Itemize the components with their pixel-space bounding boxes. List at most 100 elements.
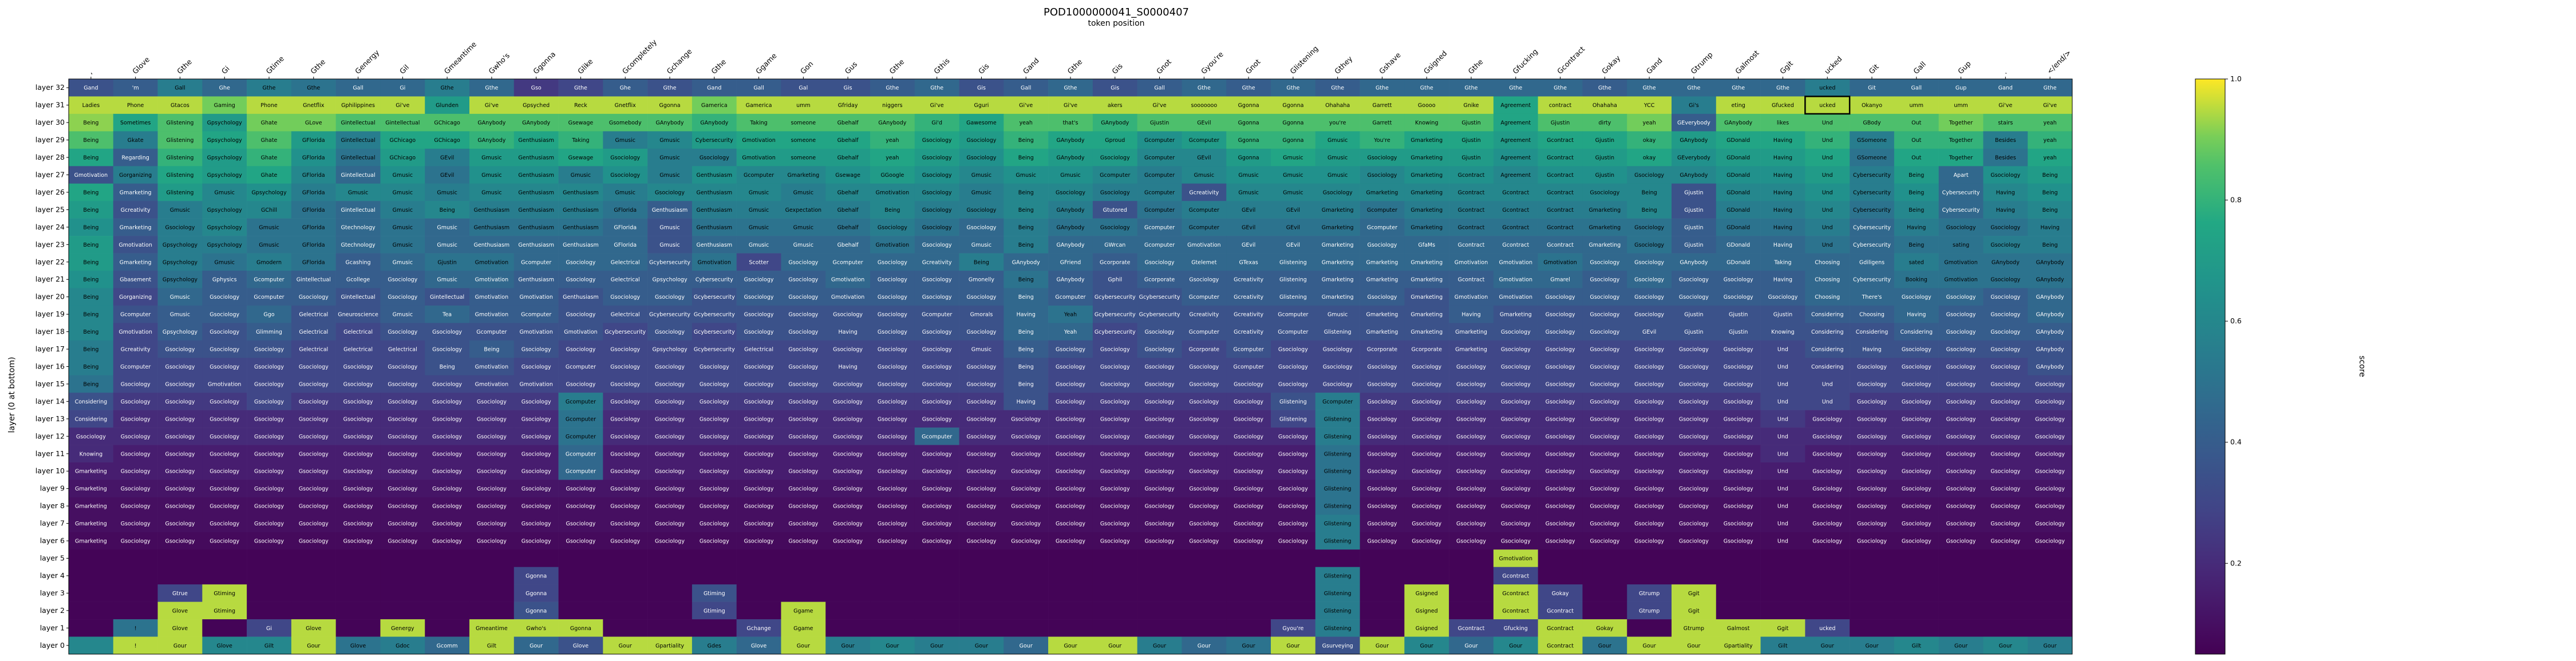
- cell-token-label: Gsociology: [477, 434, 507, 440]
- cell-token-label: Gmusic: [481, 189, 501, 196]
- heatmap-cell: [1716, 79, 1761, 97]
- cell-token-label: Und: [1777, 364, 1788, 370]
- heatmap-cell: [692, 549, 737, 568]
- heatmap-cell: [1627, 148, 1672, 167]
- cell-token-label: Gour: [1198, 643, 1211, 649]
- cell-token-label: Gmarketing: [75, 521, 107, 527]
- cell-token-label: Genthusiasm: [563, 207, 599, 213]
- cell-token-label: Gsociology: [1590, 329, 1619, 335]
- cell-token-label: Being: [1018, 277, 1034, 283]
- cell-token-label: Gmusic: [1016, 172, 1036, 179]
- heatmap-cell: [157, 148, 203, 167]
- heatmap-cell: [1092, 96, 1137, 114]
- cell-token-label: Being: [974, 259, 989, 266]
- heatmap-cell: [1048, 131, 1093, 149]
- heatmap-cell: [1627, 549, 1672, 568]
- heatmap-cell: [1850, 113, 1895, 132]
- heatmap-cell: [1582, 288, 1627, 306]
- cell-token-label: Gsociology: [210, 347, 239, 353]
- heatmap-cell: [825, 619, 871, 637]
- heatmap-cell: [647, 113, 693, 132]
- cell-token-label: Gour: [1286, 643, 1299, 649]
- heatmap-cell: [1672, 148, 1717, 167]
- x-tick-label: Gthis: [932, 57, 951, 76]
- cell-token-label: Gmusic: [1283, 155, 1303, 161]
- cell-token-label: Gsociology: [1501, 416, 1531, 422]
- cell-token-label: Gsociology: [1011, 434, 1041, 440]
- heatmap-cell: [558, 567, 603, 585]
- cell-token-label: Being: [83, 207, 98, 213]
- cell-token-label: Gsociology: [566, 259, 595, 266]
- cell-token-label: Gsociology: [966, 224, 996, 231]
- heatmap-cell: [1182, 148, 1227, 167]
- cell-token-label: Gsociology: [788, 486, 818, 492]
- heatmap-cell: [1760, 601, 1805, 620]
- cell-token-label: Gsociology: [1412, 364, 1441, 370]
- cell-token-label: Gsociology: [1367, 381, 1397, 387]
- cell-token-label: Gmarketing: [1411, 312, 1443, 318]
- cell-token-label: Gsociology: [1812, 521, 1842, 527]
- heatmap-cell: [1805, 567, 1850, 585]
- cell-token-label: Gsociology: [1679, 364, 1709, 370]
- cell-token-label: GAnybody: [1680, 172, 1708, 179]
- cell-token-label: Glistening: [1324, 469, 1352, 475]
- cell-token-label: Knowing: [80, 451, 103, 457]
- heatmap-cell: [914, 549, 959, 568]
- chart-title: POD1000000041_S0000407: [1044, 6, 1189, 18]
- cell-token-label: Gsociology: [165, 224, 195, 231]
- heatmap-cell: [1048, 218, 1093, 236]
- heatmap-cell: [736, 113, 781, 132]
- heatmap-cell: [469, 549, 515, 568]
- cell-token-label: Gsociology: [878, 434, 907, 440]
- cell-token-label: Booking: [1906, 277, 1927, 283]
- heatmap-cell: [1627, 79, 1672, 97]
- heatmap-cell: [647, 131, 693, 149]
- cell-token-label: Gsociology: [922, 137, 952, 144]
- cell-token-label: Gsociology: [655, 434, 685, 440]
- cell-token-label: Gsociology: [1546, 434, 1575, 440]
- y-tick-label: layer 4: [40, 571, 65, 580]
- x-tick-label: Gup: [1956, 59, 1973, 76]
- cell-token-label: Gmarketing: [1589, 224, 1621, 231]
- cell-token-label: Gmotivation: [1543, 259, 1577, 266]
- cell-token-label: Gmonelly: [969, 277, 995, 283]
- cell-token-label: Gsociology: [1456, 451, 1486, 457]
- heatmap-cell: [1404, 288, 1449, 306]
- cell-token-label: Gcorporate: [1100, 259, 1131, 266]
- heatmap-cell: [380, 201, 425, 219]
- heatmap-cell: [692, 131, 737, 149]
- heatmap-cell: [1271, 148, 1316, 167]
- heatmap-cell: [425, 218, 470, 236]
- cell-token-label: Gsociology: [1590, 521, 1619, 527]
- cell-token-label: Besides: [1995, 155, 2016, 161]
- y-tick-label: layer 25: [35, 205, 65, 213]
- cell-token-label: Gsociology: [788, 294, 818, 300]
- heatmap-cell: [202, 567, 247, 585]
- cell-token-label: Gsociology: [1546, 312, 1575, 318]
- heatmap-cell: [1182, 253, 1227, 271]
- cell-token-label: Gsociology: [744, 469, 774, 475]
- cell-token-label: Glistening: [167, 189, 194, 196]
- cell-token-label: Gmotivation: [1455, 259, 1488, 266]
- heatmap-cell: [1003, 148, 1049, 167]
- cell-token-label: Gsociology: [878, 277, 907, 283]
- heatmap-cell: [781, 549, 826, 568]
- heatmap-cell: [69, 218, 114, 236]
- cell-token-label: Ghe: [620, 85, 631, 92]
- x-tick-label: Gthe: [1066, 57, 1084, 76]
- heatmap-cell: [2028, 305, 2073, 323]
- x-tick-label: Gcontract: [1555, 45, 1586, 76]
- heatmap-cell: [1805, 79, 1850, 97]
- cell-token-label: Gmeantime: [476, 626, 508, 632]
- heatmap-cell: [1360, 253, 1405, 271]
- cell-token-label: Gsociology: [1546, 521, 1575, 527]
- cell-token-label: Gsociology: [1634, 381, 1664, 387]
- cell-token-label: Gsociology: [1100, 224, 1130, 231]
- heatmap-cell: [425, 113, 470, 132]
- cell-token-label: Und: [1777, 381, 1788, 387]
- cell-token-label: GFlorida: [614, 207, 637, 213]
- heatmap-cell: [157, 236, 203, 254]
- cell-token-label: Gsociology: [1546, 364, 1575, 370]
- cell-token-label: GAnybody: [2036, 312, 2064, 318]
- cell-token-label: Gsociology: [1412, 399, 1441, 405]
